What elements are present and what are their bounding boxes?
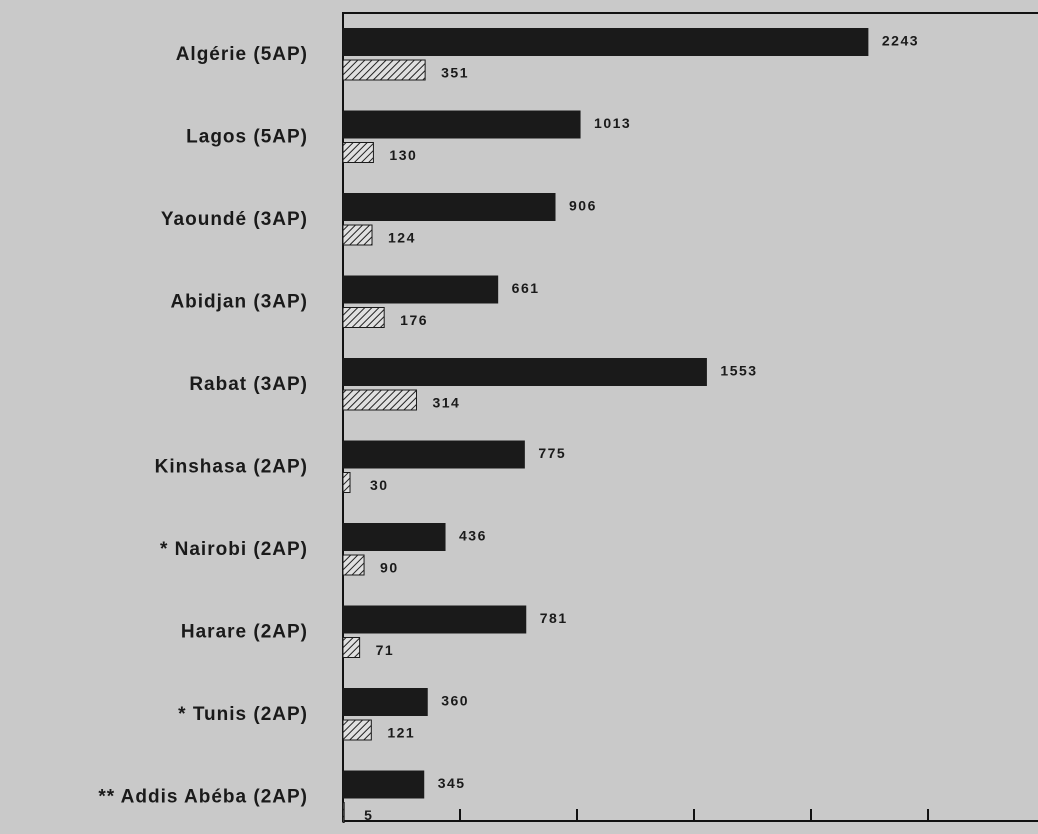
bar xyxy=(342,605,527,634)
bar xyxy=(342,770,425,799)
bar xyxy=(342,275,499,304)
bar xyxy=(342,389,417,411)
bar xyxy=(342,688,428,716)
bar xyxy=(342,637,361,658)
bar xyxy=(342,523,446,551)
category-label: Yaoundé (3AP) xyxy=(161,209,308,230)
value-label: 121 xyxy=(387,725,415,741)
category-label: * Nairobi (2AP) xyxy=(160,539,308,560)
category-label: Kinshasa (2AP) xyxy=(155,457,308,478)
value-label: 124 xyxy=(388,230,416,246)
value-label: 436 xyxy=(459,528,487,544)
category-label: Algérie (5AP) xyxy=(176,44,308,65)
value-label: 1553 xyxy=(720,363,757,379)
bar xyxy=(342,142,374,163)
value-label: 360 xyxy=(441,693,469,709)
value-label: 661 xyxy=(512,280,540,296)
value-label: 351 xyxy=(441,65,469,81)
bar xyxy=(342,472,351,493)
category-label: ** Addis Abéba (2AP) xyxy=(98,787,308,808)
bar xyxy=(342,193,556,221)
value-label: 775 xyxy=(538,445,566,461)
bar xyxy=(342,28,869,56)
value-label: 176 xyxy=(400,312,428,328)
value-label: 906 xyxy=(569,198,597,214)
category-label: Rabat (3AP) xyxy=(189,374,308,395)
bar xyxy=(342,59,426,81)
bar xyxy=(342,440,525,469)
value-label: 130 xyxy=(389,147,417,163)
category-label: Lagos (5AP) xyxy=(186,127,308,148)
bar xyxy=(342,224,373,246)
category-label: Abidjan (3AP) xyxy=(170,292,308,313)
value-label: 2243 xyxy=(882,33,919,49)
plot-frame xyxy=(342,12,1038,822)
bar xyxy=(342,719,372,741)
value-label: 1013 xyxy=(594,115,631,131)
value-label: 781 xyxy=(540,610,568,626)
value-label: 71 xyxy=(376,642,395,658)
bar xyxy=(342,110,581,139)
bar xyxy=(342,358,707,386)
bar xyxy=(342,307,385,328)
value-label: 5 xyxy=(364,807,373,823)
value-label: 345 xyxy=(438,775,466,791)
bar xyxy=(342,554,365,576)
value-label: 30 xyxy=(370,477,389,493)
category-label: Harare (2AP) xyxy=(181,622,308,643)
value-label: 90 xyxy=(380,560,399,576)
bar xyxy=(342,802,345,823)
value-label: 314 xyxy=(432,395,460,411)
category-label: * Tunis (2AP) xyxy=(178,704,308,725)
